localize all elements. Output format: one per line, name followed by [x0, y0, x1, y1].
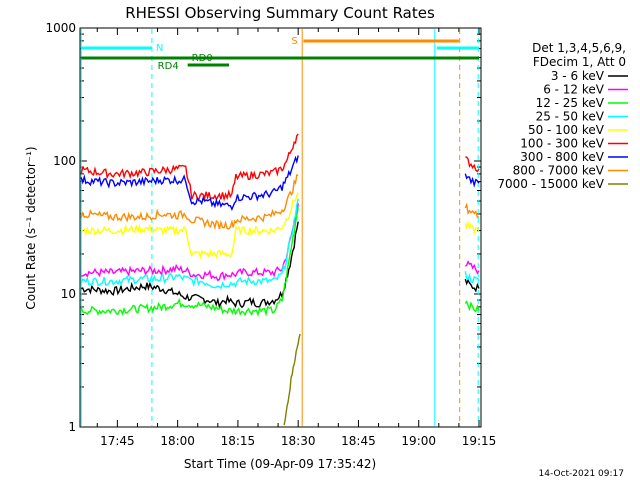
series-line — [80, 221, 299, 309]
y-tick-label: 1 — [68, 420, 76, 434]
series-line — [464, 173, 480, 188]
series-line — [80, 174, 299, 231]
plot-frame — [79, 27, 482, 428]
series-line — [465, 156, 480, 173]
rd0-label: RD0 — [192, 53, 213, 64]
series-line — [80, 206, 299, 317]
legend-label: 300 - 800 keV — [520, 150, 604, 164]
x-tick-label: 19:15 — [462, 434, 497, 448]
legend-label: 50 - 100 keV — [528, 123, 605, 137]
legend-label: 25 - 50 keV — [536, 110, 605, 124]
legend-label: 7000 - 15000 keV — [497, 177, 604, 191]
y-tick-label: 1000 — [45, 21, 76, 35]
y-tick-label: 10 — [61, 287, 76, 301]
x-tick-label: 17:45 — [100, 434, 135, 448]
x-tick-label: 18:45 — [341, 434, 376, 448]
night-label: N — [156, 43, 163, 54]
legend-header-line-2: FDecim 1, Att 0 — [533, 55, 626, 69]
legend-label: 6 - 12 keV — [543, 83, 605, 97]
footer-date: 14-Oct-2021 09:17 — [539, 469, 624, 479]
legend-label: 3 - 6 keV — [551, 69, 605, 83]
series-line — [80, 155, 299, 211]
plot-area — [80, 27, 481, 428]
series-line — [464, 260, 480, 275]
series-line — [80, 133, 299, 202]
legend-label: 100 - 300 keV — [520, 137, 604, 151]
series-line — [464, 271, 480, 284]
series-line — [464, 220, 480, 235]
saa-label: S — [291, 36, 297, 47]
series-line — [81, 203, 299, 282]
series-line — [80, 198, 299, 290]
x-tick-label: 18:15 — [221, 434, 256, 448]
x-tick-label: 18:30 — [281, 434, 316, 448]
x-tick-label: 18:00 — [160, 434, 195, 448]
series-line — [464, 278, 480, 293]
series-line — [464, 300, 480, 313]
rd4-label: RD4 — [158, 61, 179, 72]
series-line — [283, 333, 301, 426]
y-axis-label: Count Rate (s⁻¹ detector⁻¹) — [24, 146, 38, 309]
x-axis-label: Start Time (09-Apr-09 17:35:42) — [184, 457, 376, 471]
y-tick-label: 100 — [53, 154, 76, 168]
series-line — [464, 202, 480, 219]
legend-label: 12 - 25 keV — [536, 96, 605, 110]
legend: Det 1,3,4,5,6,9, FDecim 1, Att 0 3 - 6 k… — [497, 41, 628, 191]
legend-header-line-1: Det 1,3,4,5,6,9, — [532, 41, 626, 55]
x-tick-label: 19:00 — [401, 434, 436, 448]
series-line — [80, 192, 299, 260]
legend-label: 800 - 7000 keV — [513, 164, 605, 178]
chart-title: RHESSI Observing Summary Count Rates — [125, 4, 435, 22]
